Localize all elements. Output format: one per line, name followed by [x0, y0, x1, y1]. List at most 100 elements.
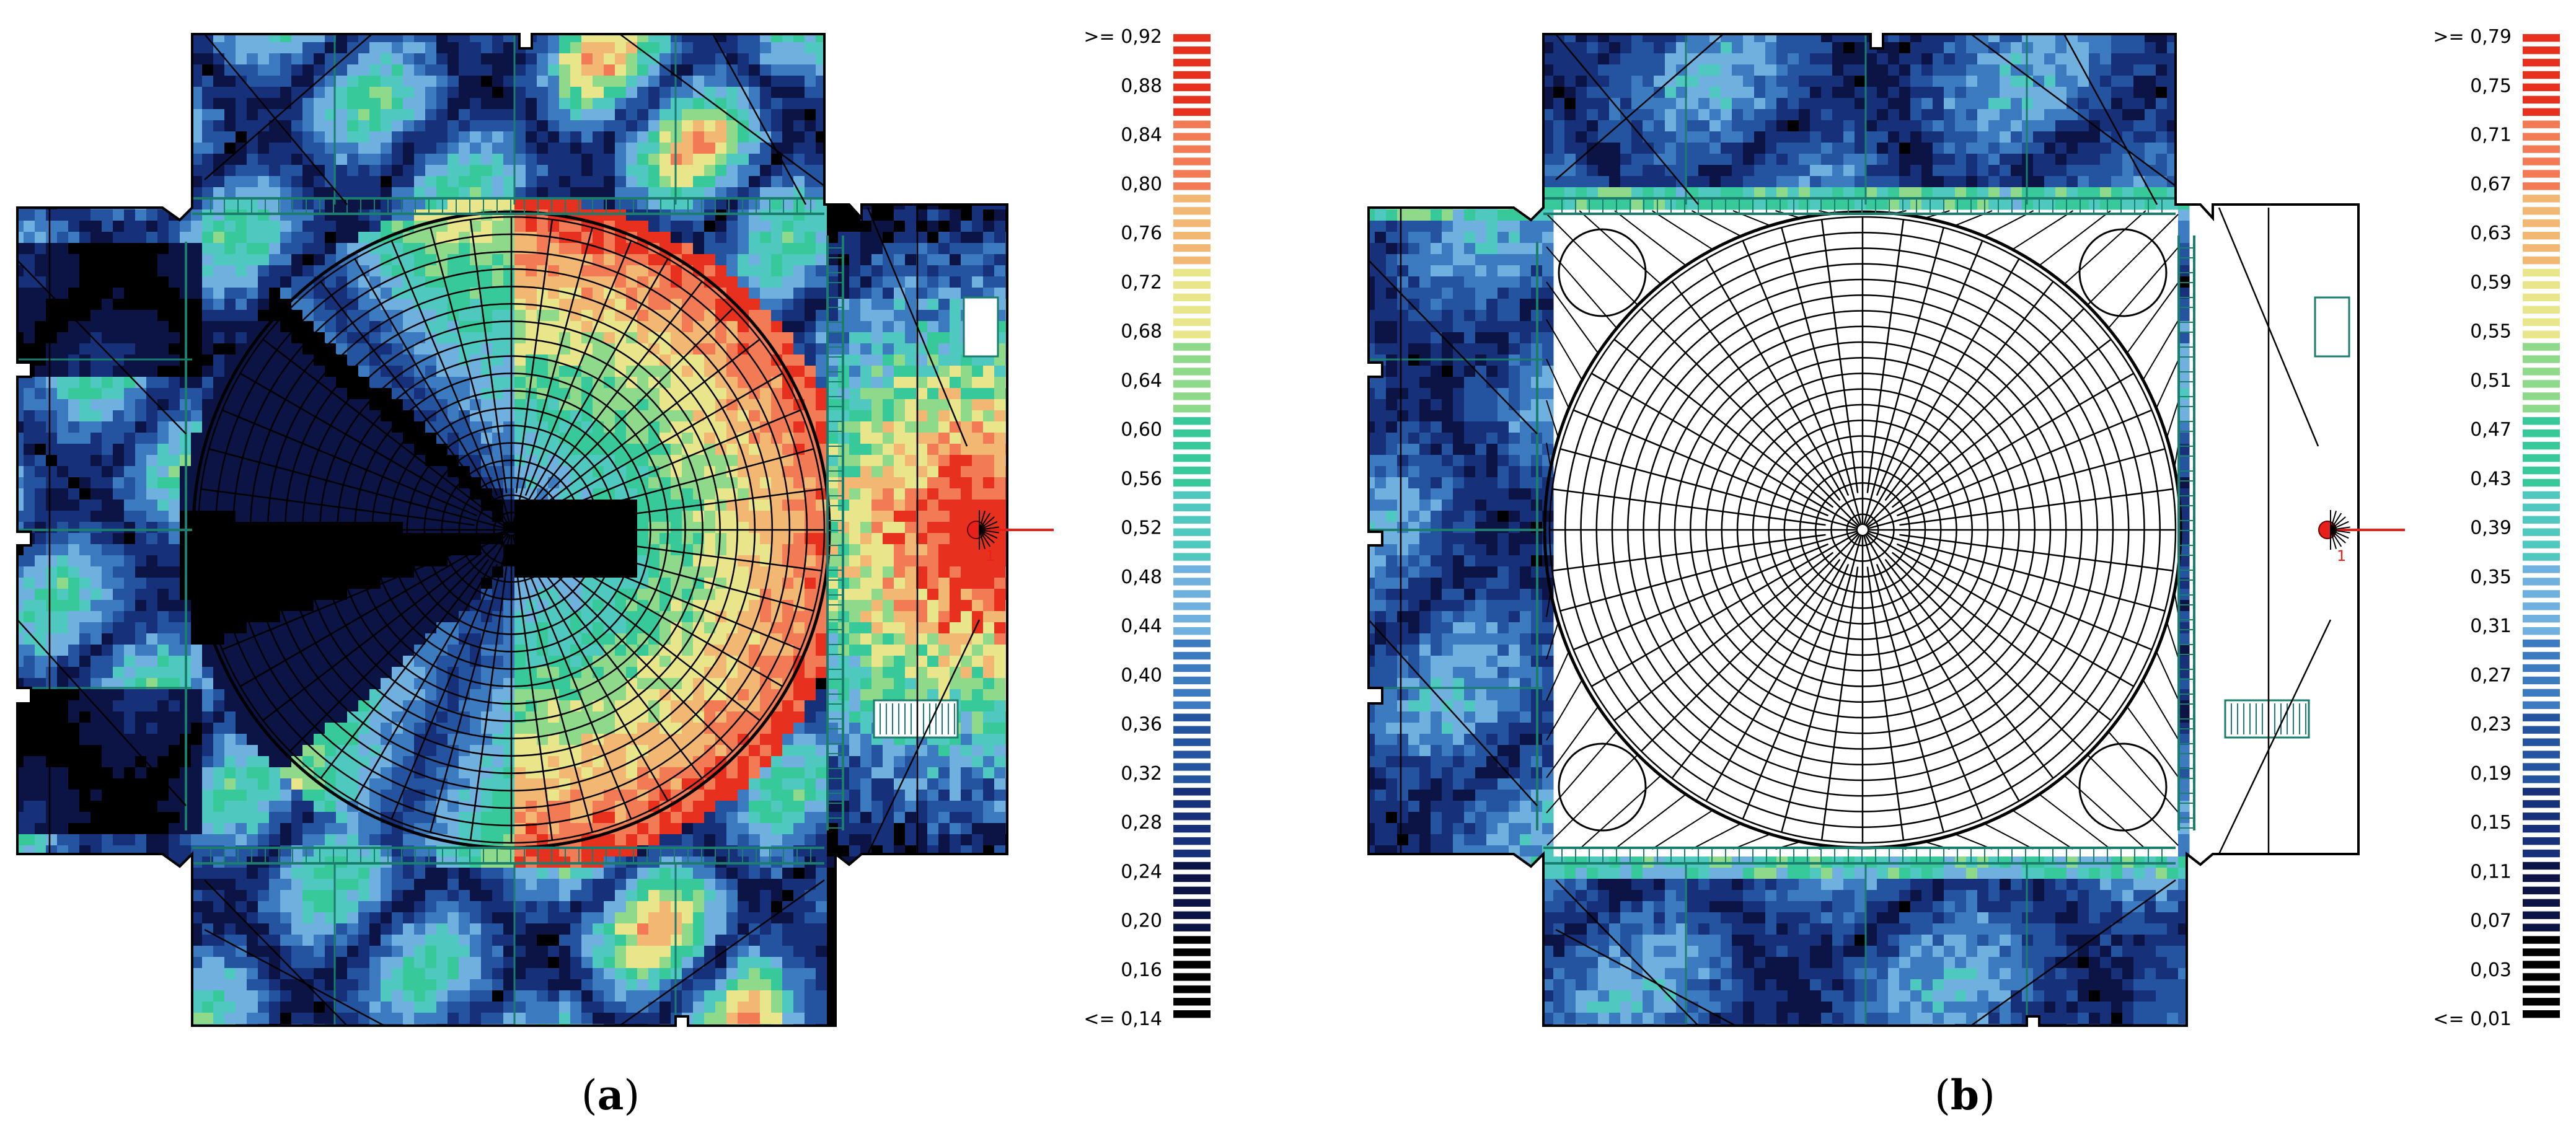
- legend-swatch: [1173, 157, 1211, 165]
- legend-tick-label: 0,20: [1121, 910, 1162, 932]
- legend-tick-label: 0,07: [2470, 910, 2512, 932]
- legend-tick-label: 0,63: [2470, 222, 2512, 244]
- legend-tick-label: 0,48: [1121, 566, 1162, 588]
- legend-swatch: [2523, 405, 2560, 413]
- legend-swatch: [2523, 71, 2560, 79]
- legend-swatch: [2523, 825, 2560, 833]
- legend-swatch: [1173, 565, 1211, 573]
- legend-swatch: [1173, 961, 1211, 969]
- legend-swatch: [2523, 763, 2560, 771]
- legend-swatch: [1173, 355, 1211, 363]
- legend-swatch: [2523, 145, 2560, 153]
- legend-tick-label: >= 0,92: [1083, 26, 1162, 48]
- legend-tick-label: 0,24: [1121, 861, 1162, 883]
- legend-swatch: [2523, 232, 2560, 240]
- legend-swatch: [1173, 664, 1211, 672]
- legend-swatch: [1173, 46, 1211, 55]
- legend-tick-label: 0,35: [2470, 566, 2512, 588]
- legend-swatch: [1173, 466, 1211, 475]
- legend-swatch: [2523, 281, 2560, 289]
- legend-swatch: [1173, 553, 1211, 561]
- legend-swatch: [2523, 182, 2560, 190]
- legend-swatch: [2523, 503, 2560, 511]
- legend-swatch: [1173, 108, 1211, 116]
- legend-swatch: [2523, 157, 2560, 165]
- legend-tick-label: 0,76: [1121, 222, 1162, 244]
- legend-swatch: [1173, 713, 1211, 721]
- legend-swatch: [2523, 738, 2560, 746]
- legend-swatch: [2523, 985, 2560, 993]
- legend-swatch: [1173, 936, 1211, 944]
- legend-swatch: [1173, 71, 1211, 79]
- legend-swatch: [1173, 429, 1211, 438]
- panel-a-mesh: [17, 33, 999, 1027]
- legend-tick-label: 0,60: [1121, 419, 1162, 441]
- legend-tick-label: 0,23: [2470, 714, 2512, 736]
- legend-tick-label: 0,55: [2470, 321, 2512, 343]
- legend-swatch: [2523, 861, 2560, 870]
- legend-swatch: [2523, 83, 2560, 92]
- legend-swatch: [2523, 788, 2560, 796]
- legend-swatch: [2523, 293, 2560, 302]
- legend-swatch: [2523, 306, 2560, 314]
- legend-tick-label: 0,80: [1121, 174, 1162, 195]
- legend-swatch: [2523, 936, 2560, 944]
- legend-swatch: [1173, 615, 1211, 623]
- legend-tick-label: 0,88: [1121, 75, 1162, 97]
- legend-swatch: [1173, 268, 1211, 277]
- legend-tick-label: 0,36: [1121, 714, 1162, 736]
- legend-swatch: [1173, 244, 1211, 252]
- legend-tick-label: <= 0,14: [1083, 1008, 1162, 1030]
- legend-swatch: [2523, 565, 2560, 573]
- legend-swatch: [2523, 948, 2560, 956]
- legend-swatch: [1173, 788, 1211, 796]
- legend-swatch: [1173, 478, 1211, 487]
- legend-swatch: [1173, 1010, 1211, 1018]
- legend-tick-label: 0,28: [1121, 812, 1162, 834]
- legend-swatch: [2523, 95, 2560, 104]
- legend-swatch: [2523, 330, 2560, 338]
- legend-swatch: [1173, 998, 1211, 1006]
- legend-swatch: [2523, 1010, 2560, 1018]
- legend-swatch: [1173, 651, 1211, 660]
- legend-tick-label: 0,16: [1121, 959, 1162, 981]
- legend-swatch: [1173, 195, 1211, 203]
- legend-swatch: [1173, 812, 1211, 821]
- panel-b-contour-map: 1: [1367, 33, 2405, 1027]
- legend-swatch: [1173, 627, 1211, 635]
- legend-swatch: [2523, 392, 2560, 400]
- legend-swatch: [2523, 108, 2560, 116]
- legend-swatch: [1173, 256, 1211, 265]
- legend-tick-label: 0,40: [1121, 664, 1162, 686]
- panel-a-source-marker: 1: [967, 510, 1054, 565]
- legend-swatch: [1173, 540, 1211, 548]
- legend-tick-label: 0,11: [2470, 861, 2512, 883]
- legend-swatch: [1173, 886, 1211, 895]
- legend-swatch: [2523, 726, 2560, 734]
- legend-swatch: [1173, 417, 1211, 425]
- legend-tick-label: 0,71: [2470, 125, 2512, 146]
- legend-swatch: [2523, 615, 2560, 623]
- legend-swatch: [1173, 83, 1211, 92]
- legend-swatch: [1173, 232, 1211, 240]
- legend-swatch: [1173, 133, 1211, 141]
- legend-swatch: [2523, 998, 2560, 1006]
- legend-tick-label: 0,39: [2470, 517, 2512, 539]
- legend-swatch: [1173, 800, 1211, 808]
- panel-a-contour-map: 1: [16, 33, 1054, 1027]
- legend-swatch: [1173, 590, 1211, 598]
- legend-swatch: [2523, 170, 2560, 178]
- legend-swatch: [2523, 812, 2560, 821]
- panel-a-color-legend: >= 0,92 0,88 0,84 0,80 0,76 0,72 0,68 0,64 0,60 0…: [1083, 26, 1211, 1030]
- legend-tick-label: 0,27: [2470, 664, 2512, 686]
- legend-swatch: [2523, 368, 2560, 376]
- legend-swatch: [1173, 973, 1211, 981]
- legend-tick-label: 0,64: [1121, 370, 1162, 392]
- legend-swatch: [1173, 676, 1211, 685]
- legend-tick-label: 0,44: [1121, 615, 1162, 637]
- legend-swatch: [1173, 330, 1211, 338]
- legend-swatch: [1173, 145, 1211, 153]
- legend-swatch: [2523, 466, 2560, 475]
- legend-swatch: [1173, 726, 1211, 734]
